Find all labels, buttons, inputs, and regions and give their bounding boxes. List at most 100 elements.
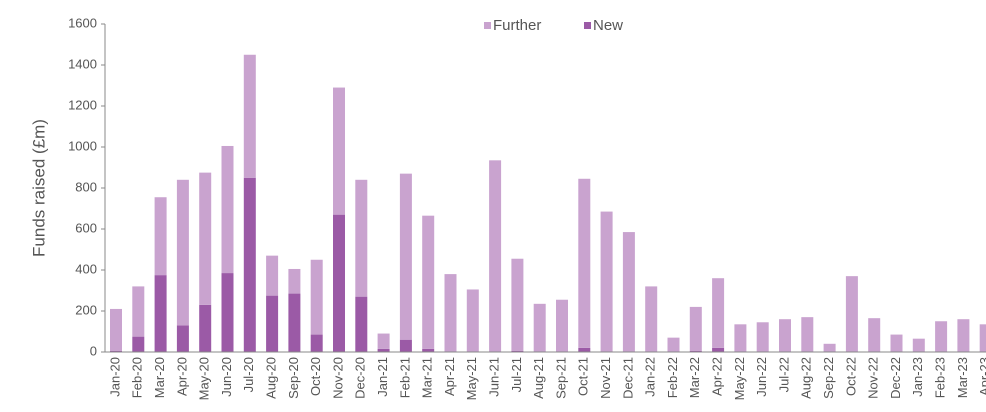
bar-segment bbox=[979, 324, 986, 352]
bar-segment bbox=[110, 308, 122, 351]
bar-segment bbox=[489, 160, 502, 352]
bar-segment bbox=[444, 274, 457, 352]
bar-segment bbox=[266, 255, 279, 296]
x-tick-label: Mar-21 bbox=[420, 357, 435, 398]
x-tick-label: Dec-21 bbox=[620, 357, 635, 399]
bar-segment bbox=[333, 87, 345, 215]
bar-segment bbox=[890, 334, 903, 352]
legend-label: Further bbox=[493, 17, 541, 34]
bar-segment bbox=[266, 295, 279, 352]
x-tick-label: Mar-23 bbox=[955, 357, 970, 398]
y-tick-label: 1200 bbox=[68, 97, 97, 112]
x-tick-label: Apr-21 bbox=[442, 357, 457, 396]
bar-segment bbox=[221, 273, 234, 352]
bar-segment bbox=[712, 347, 725, 352]
bar-segment bbox=[533, 303, 546, 352]
bar-segment bbox=[199, 172, 212, 305]
x-tick-label: Apr-22 bbox=[710, 357, 725, 396]
bar-segment bbox=[422, 348, 435, 352]
bar-segment bbox=[912, 338, 925, 352]
legend-label: New bbox=[593, 17, 623, 34]
x-tick-label: Sep-20 bbox=[286, 357, 301, 399]
bar-segment bbox=[511, 350, 524, 352]
x-tick-label: May-20 bbox=[197, 357, 212, 400]
x-tick-label: Nov-20 bbox=[330, 357, 345, 399]
x-tick-label: Oct-20 bbox=[308, 357, 323, 396]
y-tick-label: 1400 bbox=[68, 56, 97, 71]
x-tick-label: Dec-20 bbox=[353, 357, 368, 399]
bar-segment bbox=[689, 350, 702, 352]
x-tick-label: Mar-20 bbox=[152, 357, 167, 398]
bar-segment bbox=[756, 322, 769, 352]
bar-segment bbox=[466, 289, 479, 352]
y-tick-label: 1600 bbox=[68, 15, 97, 30]
bar-segment bbox=[600, 211, 613, 352]
y-tick-label: 400 bbox=[75, 261, 97, 276]
x-tick-label: Dec-22 bbox=[888, 357, 903, 399]
bar-segment bbox=[578, 347, 591, 352]
x-tick-label: Apr-20 bbox=[174, 357, 189, 396]
x-tick-label: Feb-23 bbox=[933, 357, 948, 398]
bar-segment bbox=[689, 306, 702, 351]
x-tick-label: Jan-23 bbox=[910, 357, 925, 397]
bar-segment bbox=[422, 215, 435, 349]
bar-segment bbox=[712, 278, 725, 348]
bar-segment bbox=[154, 197, 167, 276]
bar-segment bbox=[176, 179, 189, 326]
x-tick-label: Feb-20 bbox=[130, 357, 145, 398]
x-tick-label: Nov-22 bbox=[866, 357, 881, 399]
bar-segment bbox=[511, 258, 524, 351]
legend-swatch bbox=[584, 22, 591, 29]
x-tick-label: Jun-22 bbox=[754, 357, 769, 397]
x-tick-label: Jan-21 bbox=[375, 357, 390, 397]
bar-segment bbox=[310, 259, 323, 335]
x-tick-label: Sep-22 bbox=[821, 357, 836, 399]
bar-segment bbox=[578, 178, 591, 348]
x-tick-label: May-22 bbox=[732, 357, 747, 400]
bar-segment bbox=[243, 54, 256, 178]
y-tick-label: 1000 bbox=[68, 138, 97, 153]
bar-segment bbox=[355, 179, 368, 297]
x-tick-label: Jul-20 bbox=[241, 357, 256, 392]
bar-segment bbox=[823, 343, 836, 352]
bar-segment bbox=[399, 173, 412, 340]
bar-segment bbox=[935, 321, 948, 352]
x-tick-label: Oct-22 bbox=[843, 357, 858, 396]
bar-segment bbox=[645, 286, 658, 352]
bar-segment bbox=[333, 214, 345, 352]
x-tick-label: Jun-21 bbox=[487, 357, 502, 397]
x-tick-label: Jan-22 bbox=[643, 357, 658, 397]
x-tick-label: Jan-20 bbox=[107, 357, 122, 397]
legend-swatch bbox=[484, 22, 491, 29]
x-tick-label: Jun-20 bbox=[219, 357, 234, 397]
bar-segment bbox=[779, 319, 791, 352]
y-tick-label: 200 bbox=[75, 302, 97, 317]
x-tick-label: Aug-22 bbox=[799, 357, 814, 399]
y-tick-label: 800 bbox=[75, 179, 97, 194]
bar-segment bbox=[377, 333, 390, 349]
bar-segment bbox=[310, 334, 323, 352]
x-tick-label: Nov-21 bbox=[598, 357, 613, 399]
bar-segment bbox=[288, 268, 301, 294]
x-tick-label: Aug-20 bbox=[264, 357, 279, 399]
bar-segment bbox=[399, 339, 412, 352]
x-tick-label: Mar-22 bbox=[687, 357, 702, 398]
x-tick-label: Feb-21 bbox=[397, 357, 412, 398]
y-axis-label: Funds raised (£m) bbox=[29, 119, 48, 257]
x-tick-label: Sep-21 bbox=[553, 357, 568, 399]
bar-segment bbox=[199, 304, 212, 352]
x-tick-label: Jul-22 bbox=[776, 357, 791, 392]
x-tick-label: Aug-21 bbox=[531, 357, 546, 399]
x-tick-label: Oct-21 bbox=[576, 357, 591, 396]
bar-segment bbox=[243, 177, 256, 352]
bar-segment bbox=[868, 318, 881, 352]
bar-segment bbox=[377, 348, 390, 352]
y-tick-label: 0 bbox=[90, 343, 97, 358]
bar-segment bbox=[110, 350, 122, 352]
x-tick-label: May-21 bbox=[464, 357, 479, 400]
x-tick-label: Jul-21 bbox=[509, 357, 524, 392]
bar-segment bbox=[957, 319, 970, 352]
x-tick-label: Apr-23 bbox=[977, 357, 986, 396]
bar-segment bbox=[845, 276, 858, 352]
